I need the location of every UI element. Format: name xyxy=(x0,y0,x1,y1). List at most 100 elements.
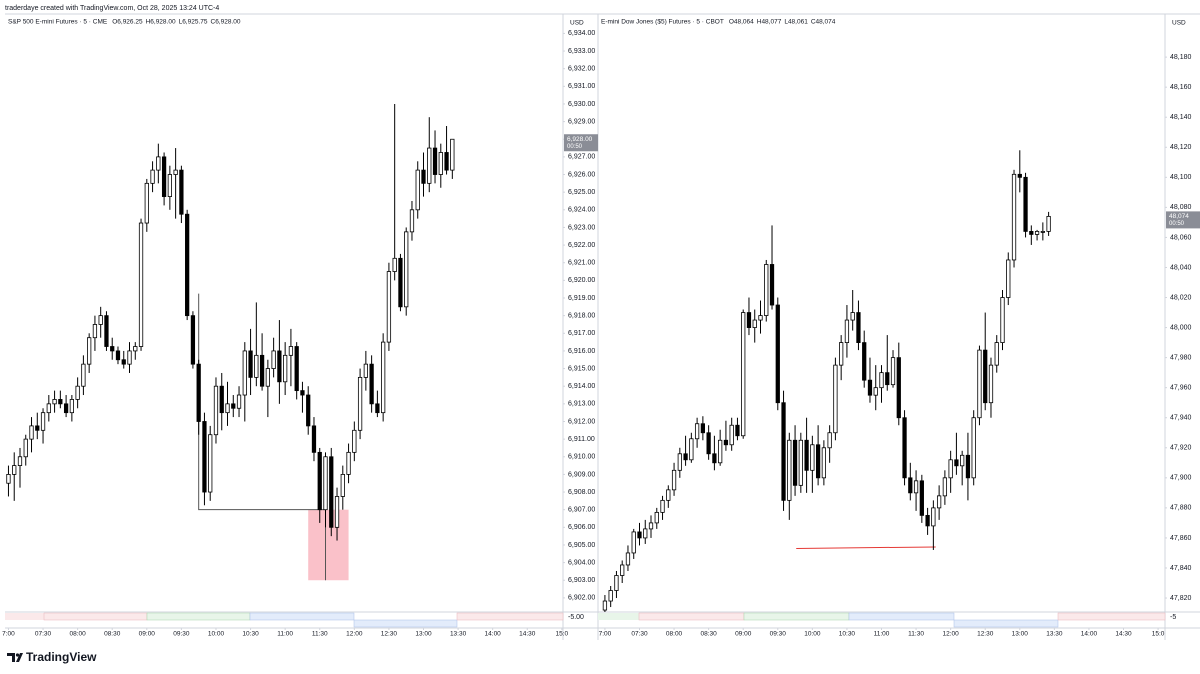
candle-body xyxy=(648,522,654,530)
candle-body xyxy=(625,552,631,566)
candle-body xyxy=(185,213,190,317)
ohlc-value: O6,926.25 xyxy=(112,19,143,26)
x-tick-label: 14:30 xyxy=(1115,631,1132,638)
ohlc-value: H48,077 xyxy=(757,19,782,26)
candle-body xyxy=(81,363,86,387)
x-tick-label: 11:30 xyxy=(908,631,924,638)
candle-body xyxy=(608,590,613,602)
candle-body xyxy=(896,357,901,419)
y-tick-label: 48,140 xyxy=(1170,114,1192,121)
y-tick-label: 6,921.00 xyxy=(568,260,595,267)
y-tick-label: 47,980 xyxy=(1170,354,1192,361)
level-line xyxy=(796,546,936,549)
y-tick-label: 6,919.00 xyxy=(568,295,595,302)
candle-body xyxy=(352,429,357,453)
x-tick-label: 14:30 xyxy=(519,631,536,638)
candle-body xyxy=(133,346,138,352)
ohlc-value: C6,928.00 xyxy=(211,19,241,26)
candle-body xyxy=(17,456,23,466)
candle-body xyxy=(6,474,11,484)
ohlc-value: C48,074 xyxy=(811,19,836,26)
y-tick-label: 48,020 xyxy=(1170,294,1192,301)
candle-body xyxy=(936,495,942,509)
candle-body xyxy=(764,264,769,316)
candle-body xyxy=(35,425,40,431)
candle-body xyxy=(746,312,752,328)
y-tick-label: 47,920 xyxy=(1170,445,1192,452)
y-tick-label: 48,080 xyxy=(1170,204,1192,211)
candle-body xyxy=(769,264,775,306)
candle-body xyxy=(92,324,98,339)
candle-body xyxy=(87,337,92,365)
strip xyxy=(353,619,458,628)
candle-body xyxy=(758,315,763,321)
candle-body xyxy=(1000,297,1005,343)
y-tick-label: 6,912.00 xyxy=(568,418,595,425)
x-tick-label: 7:00 xyxy=(2,631,15,638)
credit: traderdaye created with TradingView.com,… xyxy=(5,5,219,12)
candle-body xyxy=(654,511,659,524)
candle-body xyxy=(781,402,786,501)
x-tick-label: 12:00 xyxy=(943,631,960,638)
candle-body xyxy=(1040,231,1045,233)
candle-body xyxy=(415,169,420,211)
y-tick-label: 6,910.00 xyxy=(568,454,595,461)
x-tick-label: 11:00 xyxy=(277,631,293,638)
x-tick-label: 12:00 xyxy=(346,631,363,638)
candle-body xyxy=(965,454,971,479)
candle-body xyxy=(254,354,259,378)
lower-pane-label: -5.00 xyxy=(568,614,584,621)
last-price-label: 6,928.00 xyxy=(567,136,593,143)
candle-body xyxy=(161,156,167,197)
candle-body xyxy=(363,363,368,378)
candle-body xyxy=(213,385,219,436)
y-tick-label: 6,914.00 xyxy=(568,383,595,390)
candle-body xyxy=(1046,215,1051,232)
x-tick-label: 09:00 xyxy=(139,631,156,638)
strip xyxy=(43,612,148,621)
candle-body xyxy=(236,394,242,409)
y-tick-label: 6,923.00 xyxy=(568,224,595,231)
candle-body xyxy=(637,531,642,539)
y-tick-label: 6,913.00 xyxy=(568,401,595,408)
candle-body xyxy=(52,399,57,405)
y-tick-label: 47,940 xyxy=(1170,415,1192,422)
candle-body xyxy=(300,390,305,396)
candle-body xyxy=(381,341,386,414)
currency-label: USD xyxy=(570,20,584,27)
strip xyxy=(953,619,1059,628)
candle-body xyxy=(1017,173,1022,178)
x-tick-label: 13:00 xyxy=(415,631,432,638)
x-tick-label: 09:30 xyxy=(173,631,190,638)
candle-body xyxy=(438,152,443,175)
candle-body xyxy=(718,439,723,464)
candle-body xyxy=(620,564,625,576)
x-tick-label: 14:00 xyxy=(1081,631,1098,638)
candle-body xyxy=(225,403,230,414)
y-tick-label: 6,902.00 xyxy=(568,595,595,602)
candle-body xyxy=(329,456,334,528)
y-tick-label: 47,960 xyxy=(1170,385,1192,392)
y-tick-label: 48,000 xyxy=(1170,324,1192,331)
x-tick-label: 7:00 xyxy=(599,631,612,638)
candle-body xyxy=(741,312,746,437)
candle-body xyxy=(156,156,161,171)
x-tick-label: 12:30 xyxy=(977,631,994,638)
candle-body xyxy=(63,403,69,414)
candle-body xyxy=(271,350,276,369)
candle-body xyxy=(671,469,677,491)
candle-body xyxy=(323,456,328,511)
chart-title: E-mini Dow Jones ($5) Futures · 5 · CBOT xyxy=(601,19,724,26)
candle-body xyxy=(29,425,34,440)
candle-body xyxy=(815,444,821,479)
candle-body xyxy=(346,451,351,475)
x-tick-label: 14:00 xyxy=(485,631,502,638)
candle-body xyxy=(660,499,665,513)
candle-body xyxy=(873,387,878,396)
y-tick-label: 6,909.00 xyxy=(568,471,595,478)
candle-body xyxy=(357,376,363,431)
ohlc-value: L6,925.75 xyxy=(179,19,208,26)
candle-body xyxy=(994,342,999,366)
strip xyxy=(146,612,251,621)
